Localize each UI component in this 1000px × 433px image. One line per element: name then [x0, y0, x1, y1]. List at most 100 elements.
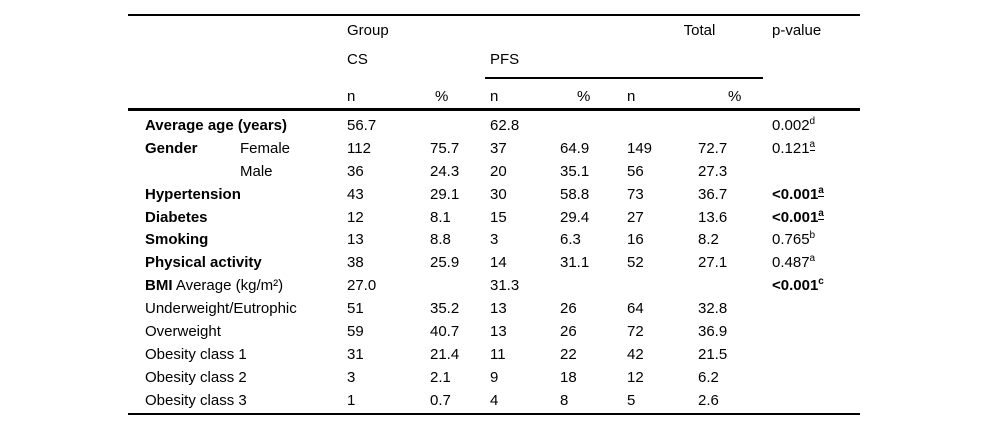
table-row: BMI Average (kg/m²) 27.0 31.3 <0.001c — [128, 275, 860, 298]
p-value-superscript: b — [809, 230, 816, 242]
cell-p-value — [772, 298, 860, 321]
row-label-main: Overweight — [145, 323, 221, 341]
cell-cs-pct: 21.4 — [430, 345, 460, 363]
table-row: Obesity class 2 3 2.1 9 18 12 6.2 — [128, 367, 860, 390]
row-label-sub: Female — [240, 139, 291, 157]
cell-p-value: 0.487a — [772, 252, 860, 275]
cell-cs-pct: 24.3 — [430, 162, 460, 180]
cell-cs-pct: 75.7 — [430, 139, 460, 157]
table-row: Average age (years) 56.7 62.8 0.002d — [128, 115, 860, 138]
cell-cs-pct: 25.9 — [430, 254, 460, 272]
cell-cs-pct — [430, 115, 490, 138]
cell-total-pct — [698, 275, 772, 298]
header-spacer — [128, 52, 347, 68]
cell-total-pct: 72.7 — [698, 139, 728, 157]
p-value-superscript: d — [809, 116, 816, 127]
cell-total-n: 52 — [627, 254, 644, 272]
p-value-superscript: a — [818, 184, 824, 197]
cell-pfs-pct: 31.1 — [560, 254, 590, 272]
cell-total-pct: 6.2 — [698, 368, 719, 386]
cell-pfs-n: 30 — [490, 185, 507, 203]
cell-cs-n: 59 — [347, 323, 364, 341]
p-value-text: 0.487 — [772, 254, 810, 272]
cell-pfs-n: 3 — [490, 231, 499, 249]
row-label: Obesity class 1 — [128, 344, 347, 367]
cell-cs-n: 12 — [347, 208, 364, 226]
row-label-main: Hypertension — [145, 185, 241, 203]
cell-p-value — [772, 344, 860, 367]
cell-total-pct: 2.6 — [698, 391, 719, 409]
header-spacer — [128, 89, 347, 105]
cell-pfs-pct: 26 — [560, 300, 577, 318]
header-pfs-n: n — [490, 88, 499, 105]
cell-total-n: 12 — [627, 368, 644, 386]
cell-p-value — [772, 390, 860, 413]
cell-pfs-pct: 8 — [560, 391, 569, 409]
row-label-rest: Average (kg/m²) — [172, 277, 284, 295]
header-cs-pct: % — [435, 88, 449, 105]
row-label: Physical activity — [128, 252, 347, 275]
cell-cs-n: 38 — [347, 254, 364, 272]
cell-pfs-n: 9 — [490, 368, 499, 386]
cell-total-n: 5 — [627, 391, 636, 409]
cell-total-n: 73 — [627, 185, 644, 203]
cell-cs-pct: 29.1 — [430, 185, 460, 203]
cell-cs-n: 51 — [347, 300, 364, 318]
cell-cs-n: 1 — [347, 391, 356, 409]
cell-p-value: <0.001a — [772, 184, 860, 207]
cell-total-n: 64 — [627, 300, 644, 318]
p-value-superscript: a — [818, 207, 824, 220]
cell-total-n: 56 — [627, 162, 644, 180]
cell-pfs-pct: 26 — [560, 323, 577, 341]
table-row: Obesity class 1 31 21.4 11 22 42 21.5 — [128, 344, 860, 367]
cell-cs-n: 3 — [347, 368, 356, 386]
row-label-main: Obesity class 2 — [145, 368, 247, 386]
cell-p-value — [772, 161, 860, 184]
cell-cs-pct: 8.8 — [430, 231, 451, 249]
cell-total-n: 42 — [627, 345, 644, 363]
p-value-text: 0.002 — [772, 117, 810, 134]
cell-pfs-pct: 22 — [560, 345, 577, 363]
cell-total-pct: 21.5 — [698, 345, 728, 363]
table-row: Obesity class 3 1 0.7 4 8 5 2.6 — [128, 390, 860, 413]
header-spacer — [128, 23, 347, 39]
row-label-main: Gender — [145, 139, 198, 157]
p-value-text: <0.001 — [772, 208, 819, 226]
header-spacer — [772, 52, 860, 68]
cell-pfs-pct: 35.1 — [560, 162, 590, 180]
cell-pfs-pct: 58.8 — [560, 185, 590, 203]
p-value-text: <0.001 — [772, 277, 819, 295]
row-label-main: Smoking — [145, 231, 209, 249]
cell-pfs-pct: 64.9 — [560, 139, 590, 157]
cell-total-n — [627, 115, 698, 138]
row-label-main: BMI — [145, 277, 173, 295]
header-total-pct: % — [728, 88, 742, 105]
cell-cs-n: 112 — [347, 139, 371, 157]
cell-pfs-n: 13 — [490, 323, 507, 341]
cell-pfs-n: 11 — [490, 345, 506, 363]
cell-cs-pct: 35.2 — [430, 300, 460, 318]
p-value-superscript: c — [818, 276, 824, 288]
cell-pfs-pct: 6.3 — [560, 231, 581, 249]
header-row-arms: CS PFS — [128, 52, 860, 68]
p-value-text: 0.765 — [772, 231, 810, 249]
row-label-sub: Male — [240, 162, 273, 180]
cell-p-value: 0.121a — [772, 138, 860, 161]
header-cs-n: n — [347, 88, 356, 105]
cell-cs-n: 36 — [347, 162, 364, 180]
cell-cs-n: 43 — [347, 185, 364, 203]
row-label: BMI Average (kg/m²) — [128, 275, 347, 298]
cell-p-value — [772, 321, 860, 344]
cell-total-n: 27 — [627, 208, 644, 226]
cell-total-pct — [698, 115, 772, 138]
cell-pfs-n: 37 — [490, 139, 507, 157]
row-label-main: Physical activity — [145, 254, 262, 272]
cell-pfs-n: 15 — [490, 208, 507, 226]
header-spacer — [560, 23, 627, 39]
cell-p-value: 0.765b — [772, 229, 860, 252]
table-row: Physical activity 38 25.9 14 31.1 52 27.… — [128, 252, 860, 275]
row-label: Obesity class 3 — [128, 390, 347, 413]
cell-p-value: <0.001a — [772, 207, 860, 230]
cell-total-pct: 36.9 — [698, 323, 728, 341]
header-spacer — [772, 89, 860, 105]
